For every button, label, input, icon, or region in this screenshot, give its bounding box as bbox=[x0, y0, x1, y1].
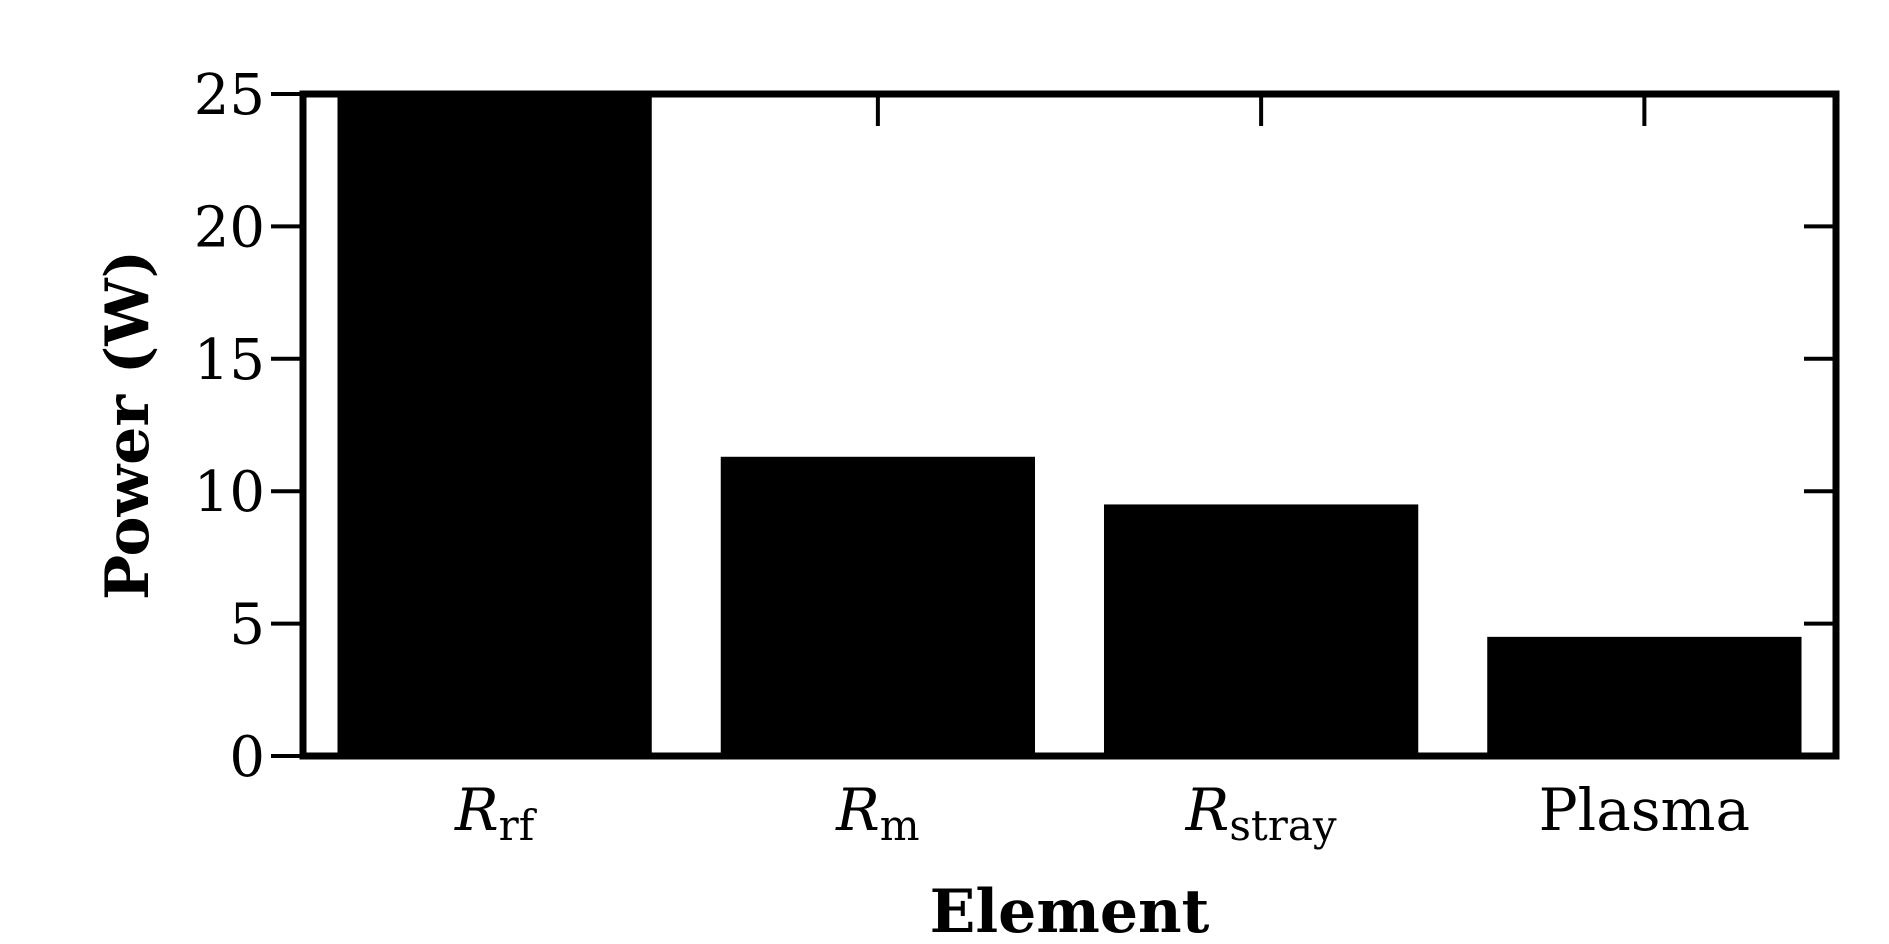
x-category-label: Plasma bbox=[1539, 776, 1751, 844]
y-tick-label: 5 bbox=[229, 593, 265, 658]
y-axis-title: Power (W) bbox=[93, 250, 163, 600]
y-tick-labels: 0 5 10 15 20 25 bbox=[194, 63, 265, 790]
x-axis-title: Element bbox=[930, 877, 1210, 944]
y-tick-label: 20 bbox=[194, 195, 265, 260]
x-category-label: Rstray bbox=[1185, 776, 1337, 850]
y-tick-label: 15 bbox=[194, 328, 265, 393]
x-category-label: Rm bbox=[835, 776, 920, 850]
x-tick-labels: Rrf Rm Rstray Plasma bbox=[454, 776, 1750, 850]
y-tick-label: 0 bbox=[229, 725, 265, 790]
bar-0 bbox=[337, 94, 652, 756]
bar-1 bbox=[720, 456, 1036, 756]
bar-2 bbox=[1103, 504, 1419, 756]
x-category-label: Rrf bbox=[454, 776, 538, 850]
y-tick-label: 10 bbox=[194, 460, 265, 525]
bars-group bbox=[337, 94, 1802, 756]
bar-3 bbox=[1487, 636, 1802, 756]
y-tick-label: 25 bbox=[194, 63, 265, 128]
ticks-group bbox=[271, 92, 1836, 758]
plot-frame bbox=[299, 90, 1840, 760]
